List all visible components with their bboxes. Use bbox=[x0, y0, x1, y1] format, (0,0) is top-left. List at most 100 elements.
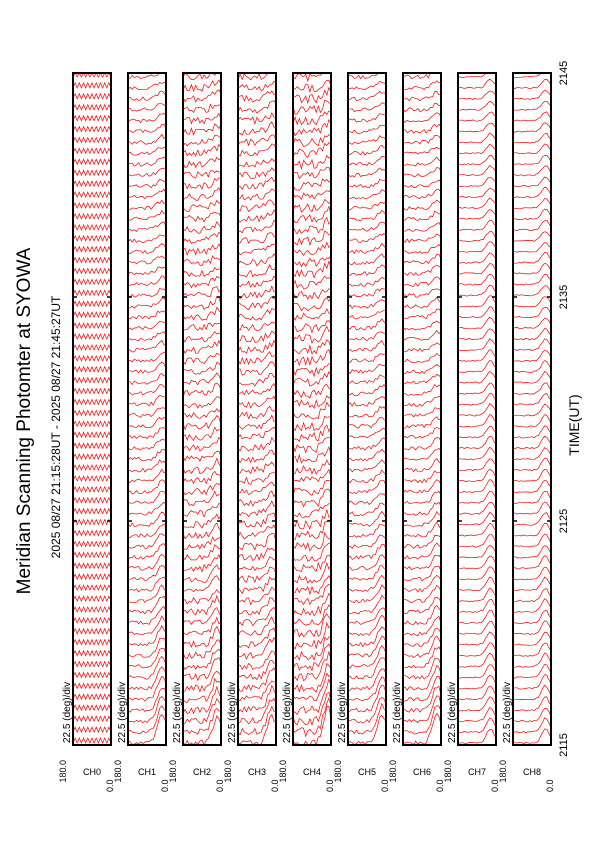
trace-line bbox=[402, 447, 442, 461]
trace-line bbox=[457, 273, 497, 286]
trace-line bbox=[457, 458, 497, 472]
trace-line bbox=[237, 414, 277, 430]
trace-line bbox=[402, 664, 442, 691]
trace-line bbox=[457, 154, 497, 166]
trace-line bbox=[457, 338, 497, 351]
trace-line bbox=[512, 393, 552, 406]
trace-line bbox=[402, 635, 442, 659]
trace-line bbox=[457, 306, 497, 319]
trace-line bbox=[512, 652, 552, 668]
trace-line bbox=[457, 90, 497, 101]
trace-line bbox=[402, 685, 442, 713]
trace-line bbox=[512, 231, 552, 242]
trace-line bbox=[127, 188, 167, 200]
trace-line bbox=[402, 554, 442, 571]
trace-line bbox=[72, 704, 112, 712]
trace-line bbox=[457, 587, 497, 602]
trace-line bbox=[237, 350, 277, 366]
trace-line bbox=[72, 387, 112, 395]
trace-line bbox=[292, 205, 332, 224]
trace-line bbox=[72, 223, 112, 231]
panel-ch1: 180.0 CH1 0.0 22.5 (deg)/div bbox=[113, 72, 170, 792]
trace-line bbox=[402, 458, 442, 473]
trace-line bbox=[182, 436, 222, 452]
trace-line bbox=[127, 394, 167, 407]
trace-line bbox=[458, 263, 497, 275]
trace-line bbox=[402, 156, 442, 167]
trace-line bbox=[237, 307, 277, 321]
trace-line bbox=[347, 626, 387, 648]
trace-line bbox=[127, 361, 167, 374]
trace-line bbox=[457, 295, 497, 308]
trace-line bbox=[127, 384, 167, 396]
trace-line bbox=[457, 479, 497, 493]
trace-line bbox=[292, 635, 332, 661]
trace-line bbox=[457, 219, 497, 231]
trace-line bbox=[292, 260, 332, 279]
trace-line bbox=[182, 255, 222, 267]
trace-line bbox=[182, 372, 222, 386]
trace-line bbox=[512, 327, 552, 341]
trace-line bbox=[237, 209, 277, 223]
trace-line bbox=[182, 103, 222, 113]
trace-line bbox=[237, 684, 277, 714]
trace-line bbox=[513, 501, 552, 515]
trace-line bbox=[347, 510, 387, 527]
trace-line bbox=[182, 415, 222, 431]
trace-line bbox=[127, 687, 167, 713]
trace-line bbox=[457, 349, 497, 362]
trace-line bbox=[402, 179, 442, 188]
trace-line bbox=[457, 511, 497, 526]
trace-line bbox=[72, 638, 112, 646]
trace-line bbox=[402, 575, 442, 593]
trace-line bbox=[347, 534, 387, 549]
trace-line bbox=[512, 588, 552, 603]
scale-label: 22.5 (deg)/div bbox=[62, 682, 73, 743]
trace-line bbox=[292, 154, 332, 171]
trace-line bbox=[402, 501, 442, 516]
trace-line bbox=[292, 216, 332, 235]
trace-line bbox=[237, 524, 277, 540]
trace-line bbox=[127, 287, 167, 298]
trace-line bbox=[72, 540, 112, 548]
trace-line bbox=[292, 178, 332, 191]
trace-line bbox=[182, 594, 222, 616]
trace-line bbox=[237, 188, 277, 201]
trace-line bbox=[403, 222, 442, 232]
y-max-label: 180.0 bbox=[58, 760, 68, 783]
panel-ch7: 180.0 CH7 0.0 22.5 (deg)/div bbox=[443, 72, 500, 792]
trace-line bbox=[127, 209, 167, 221]
trace-line bbox=[127, 103, 167, 112]
trace-line bbox=[347, 363, 387, 375]
trace-line bbox=[292, 531, 332, 552]
trace-line bbox=[402, 373, 442, 385]
y-min-label: 0.0 bbox=[270, 779, 280, 792]
trace-line bbox=[402, 416, 442, 429]
trace-line bbox=[237, 339, 277, 354]
trace-line bbox=[347, 124, 387, 134]
trace-line bbox=[402, 437, 442, 451]
trace-line bbox=[72, 442, 112, 450]
trace-line bbox=[457, 685, 497, 701]
trace-line bbox=[237, 219, 277, 234]
trace-line bbox=[292, 696, 332, 738]
trace-line bbox=[292, 320, 332, 334]
trace-line bbox=[457, 609, 497, 624]
trace-line bbox=[182, 522, 222, 540]
trace-line bbox=[127, 595, 167, 615]
trace-line bbox=[512, 100, 552, 111]
trace-line bbox=[457, 403, 497, 417]
trace-line bbox=[457, 717, 497, 734]
trace-line bbox=[347, 374, 387, 385]
panel-frame bbox=[292, 72, 332, 746]
trace-line bbox=[347, 233, 387, 243]
trace-line bbox=[127, 565, 167, 581]
trace-line bbox=[237, 512, 277, 528]
trace-line bbox=[292, 575, 332, 596]
trace-line bbox=[127, 178, 167, 189]
trace-line bbox=[127, 167, 167, 177]
scale-label: 22.5 (deg)/div bbox=[227, 682, 238, 743]
trace-line bbox=[512, 176, 552, 188]
trace-line bbox=[72, 365, 112, 373]
y-min-label: 0.0 bbox=[435, 779, 445, 792]
